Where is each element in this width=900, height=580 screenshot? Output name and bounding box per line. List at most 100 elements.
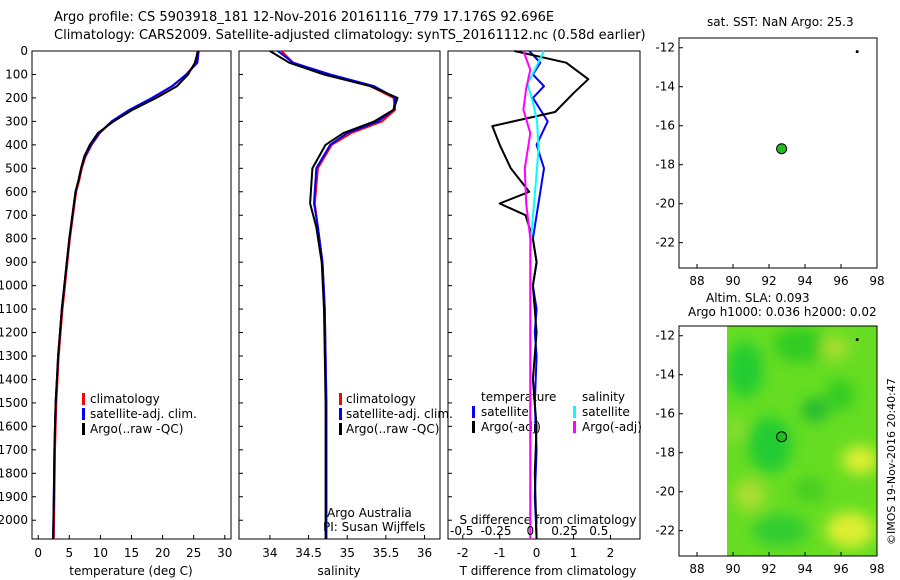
diff-legend-t-satellite: satellite <box>481 405 529 419</box>
sla_map-xtick-label: 90 <box>725 562 740 576</box>
sla_map-ytick-label: -22 <box>655 524 675 538</box>
depth-tick-label: 600 <box>5 185 28 199</box>
diff-s-tick-label: 0.5 <box>589 524 608 538</box>
temperature-xtick-label: 10 <box>93 546 108 560</box>
sla_map-xtick-label: 96 <box>833 562 848 576</box>
diff-legend-t-satellite-swatch <box>472 406 475 418</box>
sal-legend-climatology: climatology <box>346 392 416 406</box>
salinity-xtick-label: 36 <box>417 546 432 560</box>
depth-tick-label: 100 <box>5 67 28 81</box>
depth-tick-label: 1100 <box>0 302 28 316</box>
depth-tick-label: 400 <box>5 138 28 152</box>
depth-tick-label: 800 <box>5 232 28 246</box>
sla_map-xtick-label: 92 <box>761 562 776 576</box>
figure-title-line1: Argo profile: CS 5903918_181 12-Nov-2016… <box>54 10 555 25</box>
temperature-series-argo-raw-qc- <box>52 50 199 540</box>
sla_map-xtick-label: 98 <box>869 562 884 576</box>
sst_map-ytick-label: -12 <box>655 41 675 55</box>
difference-series-salinity-argo-adj- <box>522 50 532 539</box>
sst_map-xtick-label: 96 <box>833 274 848 288</box>
temperature-xtick-label: 25 <box>186 546 201 560</box>
figure-title-line2: Climatology: CARS2009. Satellite-adjuste… <box>54 28 646 43</box>
temperature-xtick-label: 20 <box>155 546 170 560</box>
difference-series-temperature-satellite <box>528 50 549 540</box>
difference-xtick-label: -1 <box>494 546 506 560</box>
sal-legend-argo: Argo(..raw -QC) <box>346 422 439 436</box>
depth-tick-label: 1500 <box>0 396 28 410</box>
diff-legend-t-argo: Argo(-adj) <box>481 420 541 434</box>
depth-tick-label: 200 <box>5 91 28 105</box>
sla-map-subtitle: Argo h1000: 0.036 h2000: 0.02 <box>688 305 877 319</box>
sst_map-xtick-label: 90 <box>725 274 740 288</box>
depth-tick-label: 1800 <box>0 466 28 480</box>
difference-xtick-label: 0 <box>533 546 541 560</box>
diff-s-label: S difference from climatology <box>460 513 637 527</box>
salinity-xtick-label: 35 <box>340 546 355 560</box>
sla_map-track-point <box>855 338 859 342</box>
diff-s-tick-label: 0.25 <box>551 524 578 538</box>
sal-annotation-line2: PI: Susan Wijffels <box>323 520 425 534</box>
depth-tick-label: 300 <box>5 114 28 128</box>
sst_map-argo-location <box>776 143 788 155</box>
depth-tick-label: 1000 <box>0 279 28 293</box>
diff-s-tick-label: -0.5 <box>450 524 473 538</box>
sst_map-xtick-label: 88 <box>689 274 704 288</box>
depth-tick-label: 500 <box>5 161 28 175</box>
depth-tick-label: 1600 <box>0 419 28 433</box>
difference-xtick-label: -2 <box>457 546 469 560</box>
sst-map-title: sat. SST: NaN Argo: 25.3 <box>707 15 854 29</box>
depth-tick-label: 1300 <box>0 349 28 363</box>
diff-legend-s-argo: Argo(-adj) <box>582 420 642 434</box>
sst_map-xtick-label: 94 <box>797 274 812 288</box>
sal-annotation-line1: Argo Australia <box>327 506 412 520</box>
temp-legend-satellite-swatch <box>82 408 85 420</box>
temp-legend-argo-swatch <box>82 423 85 435</box>
sal-legend-satellite: satellite-adj. clim. <box>346 407 453 421</box>
diff-s-tick-label: -0.25 <box>480 524 511 538</box>
sst_map-ytick-label: -22 <box>655 236 675 250</box>
diff-legend-t-argo-swatch <box>472 421 475 433</box>
sal-legend-argo-swatch <box>339 423 342 435</box>
temperature-series-climatology <box>52 50 199 540</box>
difference-xtick-label: 1 <box>570 546 578 560</box>
diff-legend-t-heading: temperature <box>481 390 556 404</box>
depth-tick-label: 2000 <box>0 513 28 527</box>
sla_map-xtick-label: 88 <box>689 562 704 576</box>
depth-tick-label: 0 <box>20 44 28 58</box>
diff-xlabel: T difference from climatology <box>459 564 637 578</box>
sla_map-argo-location <box>776 431 788 443</box>
temperature-axes-frame <box>31 50 232 540</box>
depth-tick-label: 900 <box>5 255 28 269</box>
salinity-series-satellite-adj-clim- <box>277 50 397 539</box>
sla_map-xtick-label: 94 <box>797 562 812 576</box>
sst-map-frame <box>678 37 878 269</box>
temp-legend-climatology-swatch <box>82 393 85 405</box>
sla_map-ytick-label: -16 <box>655 407 675 421</box>
difference-axes-frame <box>447 50 641 540</box>
diff-legend-s-satellite-swatch <box>573 406 576 418</box>
sla_map-ytick-label: -14 <box>655 368 675 382</box>
temp-legend-argo: Argo(..raw -QC) <box>90 422 183 436</box>
temperature-xtick-label: 0 <box>34 546 42 560</box>
temp-legend-satellite: satellite-adj. clim. <box>90 407 197 421</box>
depth-tick-label: 1700 <box>0 443 28 457</box>
depth-tick-label: 700 <box>5 208 28 222</box>
salinity-xtick-label: 35.5 <box>373 546 400 560</box>
salinity-xtick-label: 34 <box>262 546 277 560</box>
salinity-axes-frame <box>238 50 441 540</box>
sst_map-track-point <box>855 50 859 54</box>
sla_map-ytick-label: -12 <box>655 329 675 343</box>
temperature-xtick-label: 5 <box>65 546 73 560</box>
diff-legend-s-satellite: satellite <box>582 405 630 419</box>
sal-legend-satellite-swatch <box>339 408 342 420</box>
sst_map-xtick-label: 98 <box>869 274 884 288</box>
sst_map-xtick-label: 92 <box>761 274 776 288</box>
sla-map-frame <box>678 325 878 557</box>
sla_map-ytick-label: -18 <box>655 446 675 460</box>
sla-heatmap-field <box>727 326 877 556</box>
imos-stamp: ©IMOS 19-Nov-2016 20:40:47 <box>885 378 898 545</box>
depth-tick-label: 1400 <box>0 372 28 386</box>
salinity-xtick-label: 34.5 <box>295 546 322 560</box>
depth-tick-label: 1900 <box>0 490 28 504</box>
